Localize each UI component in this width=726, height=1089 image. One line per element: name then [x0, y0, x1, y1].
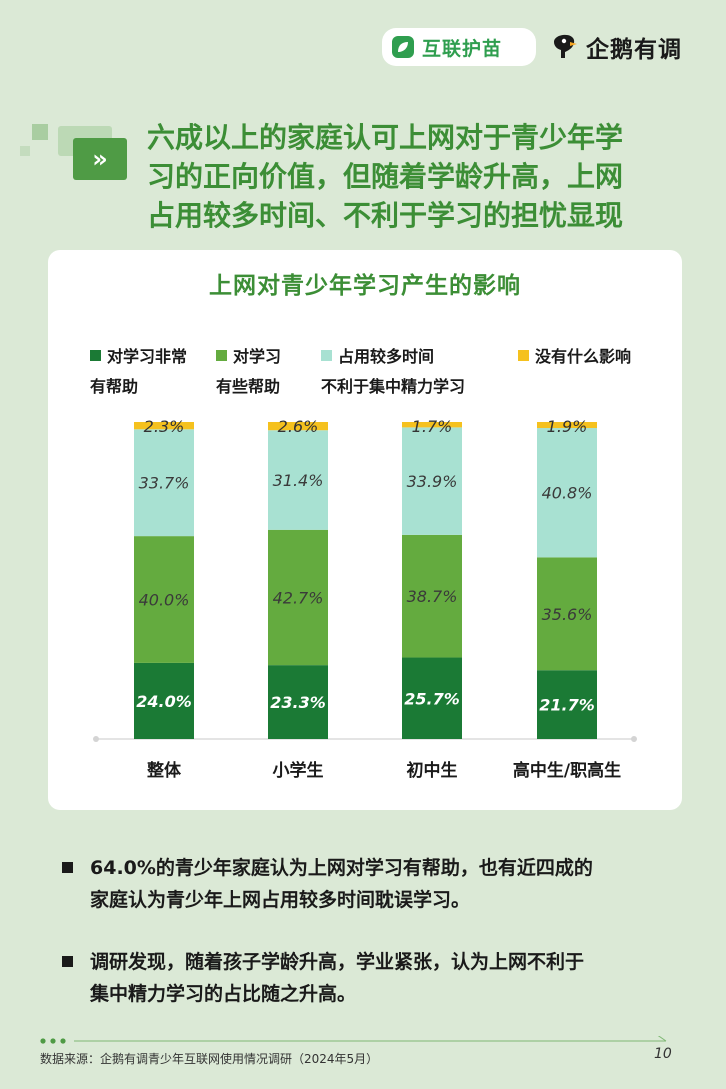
legend-item-very-helpful: 对学习非常 有帮助: [90, 342, 187, 402]
legend-label: 有些帮助: [216, 377, 281, 396]
legend-item-somewhat-helpful: 对学习 有些帮助: [216, 342, 281, 402]
legend-swatch: [90, 350, 101, 361]
bullet-point: 64.0%的青少年家庭认为上网对学习有帮助，也有近四成的 家庭认为青少年上网占用…: [62, 852, 692, 916]
page-headline: 六成以上的家庭认可上网对于青少年学 习的正向价值，但随着学龄升高，上网 占用较多…: [147, 118, 707, 235]
category-label: 整体: [147, 760, 182, 781]
data-label: 2.6%: [278, 417, 319, 436]
data-label: 1.7%: [412, 417, 453, 436]
legend-item-time-consuming: 占用较多时间 不利于集中精力学习: [321, 342, 465, 402]
bar-segment: [134, 422, 194, 430]
category-label: 高中生/职高生: [513, 760, 621, 781]
headline-line: 习的正向价值，但随着学龄升高，上网: [147, 160, 624, 193]
data-label: 42.7%: [273, 588, 324, 607]
square-bullet-icon: [62, 862, 73, 873]
headline-line: 占用较多时间、不利于学习的担忧显现: [147, 199, 624, 232]
bar-segment: [268, 529, 328, 666]
axis-end-dot: [93, 736, 99, 742]
bar-segment: [134, 429, 194, 537]
data-label: 23.3%: [270, 693, 326, 712]
chart-card: 上网对青少年学习产生的影响 对学习非常 有帮助 对学习 有些帮助 占用较多时间 …: [48, 250, 682, 810]
data-label: 1.9%: [547, 417, 588, 436]
bar-segment: [268, 430, 328, 530]
bar-segment: [537, 557, 597, 671]
bar-segment: [537, 422, 597, 429]
legend-swatch: [321, 350, 332, 361]
bullet-point: 调研发现，随着孩子学龄升高，学业紧张，认为上网不利于 集中精力学习的占比随之升高…: [62, 946, 692, 1010]
bullet-line: 集中精力学习的占比随之升高。: [90, 983, 357, 1005]
double-chevron-icon: »: [73, 138, 127, 180]
bullet-line: 调研发现，随着孩子学龄升高，学业紧张，认为上网不利于: [90, 951, 585, 973]
legend-label: 不利于集中精力学习: [321, 377, 466, 396]
deco-square: [32, 124, 48, 140]
chart-title: 上网对青少年学习产生的影响: [209, 273, 521, 299]
data-label: 40.8%: [542, 484, 593, 503]
bar-segment: [134, 662, 194, 739]
bar-segment: [402, 657, 462, 739]
axis-end-dot: [631, 736, 637, 742]
data-label: 31.4%: [273, 471, 324, 490]
brand-logos: 互联护苗 企鹅有调: [382, 28, 682, 66]
penguin-icon: [550, 30, 580, 64]
legend-label: 对学习: [233, 347, 282, 366]
sprout-icon: [392, 36, 414, 58]
data-label: 2.3%: [144, 417, 185, 436]
data-label: 33.7%: [139, 474, 190, 493]
legend-label: 没有什么影响: [535, 347, 632, 366]
legend-label: 有帮助: [90, 377, 139, 396]
bar-segment: [268, 665, 328, 739]
data-source: 数据来源：企鹅有调青少年互联网使用情况调研（2024年5月）: [40, 1052, 379, 1066]
logo2-text: 企鹅有调: [586, 37, 682, 63]
data-label: 33.9%: [407, 472, 458, 491]
bar-segment: [268, 422, 328, 431]
data-label: 24.0%: [136, 692, 192, 711]
page-number: 10: [654, 1046, 672, 1062]
data-label: 21.7%: [539, 696, 595, 715]
qieyouodiao-logo: 企鹅有调: [550, 30, 682, 64]
bullet-line: 64.0%的青少年家庭认为上网对学习有帮助，也有近四成的: [90, 857, 593, 879]
logo1-text: 互联护苗: [422, 37, 503, 60]
legend-item-no-effect: 没有什么影响: [518, 342, 631, 372]
bar-segment: [537, 428, 597, 558]
legend-swatch: [216, 350, 227, 361]
bar-segment: [402, 422, 462, 428]
bar-segment: [537, 670, 597, 739]
data-label: 40.0%: [139, 591, 190, 610]
legend-swatch: [518, 350, 529, 361]
stacked-bar-chart: 24.0% 40.0% 33.7% 2.3% 整体 23.3% 42.7% 31.4% 2.6%…: [93, 417, 637, 781]
legend-label: 对学习非常: [107, 347, 188, 366]
category-label: 小学生: [273, 760, 324, 781]
data-label: 25.7%: [404, 689, 460, 708]
bar-segment: [402, 427, 462, 535]
legend-label: 占用较多时间: [338, 347, 435, 366]
square-bullet-icon: [62, 956, 73, 967]
bar-segment: [402, 534, 462, 658]
deco-square: [20, 146, 30, 156]
data-label: 35.6%: [542, 605, 593, 624]
bullet-line: 家庭认为青少年上网占用较多时间耽误学习。: [90, 889, 471, 911]
headline-line: 六成以上的家庭认可上网对于青少年学: [147, 121, 624, 154]
category-label: 初中生: [407, 760, 458, 781]
data-label: 38.7%: [407, 587, 458, 606]
bar-segment: [134, 536, 194, 663]
hulianhumiao-logo: 互联护苗: [382, 28, 536, 66]
footer-divider: [40, 1036, 667, 1044]
